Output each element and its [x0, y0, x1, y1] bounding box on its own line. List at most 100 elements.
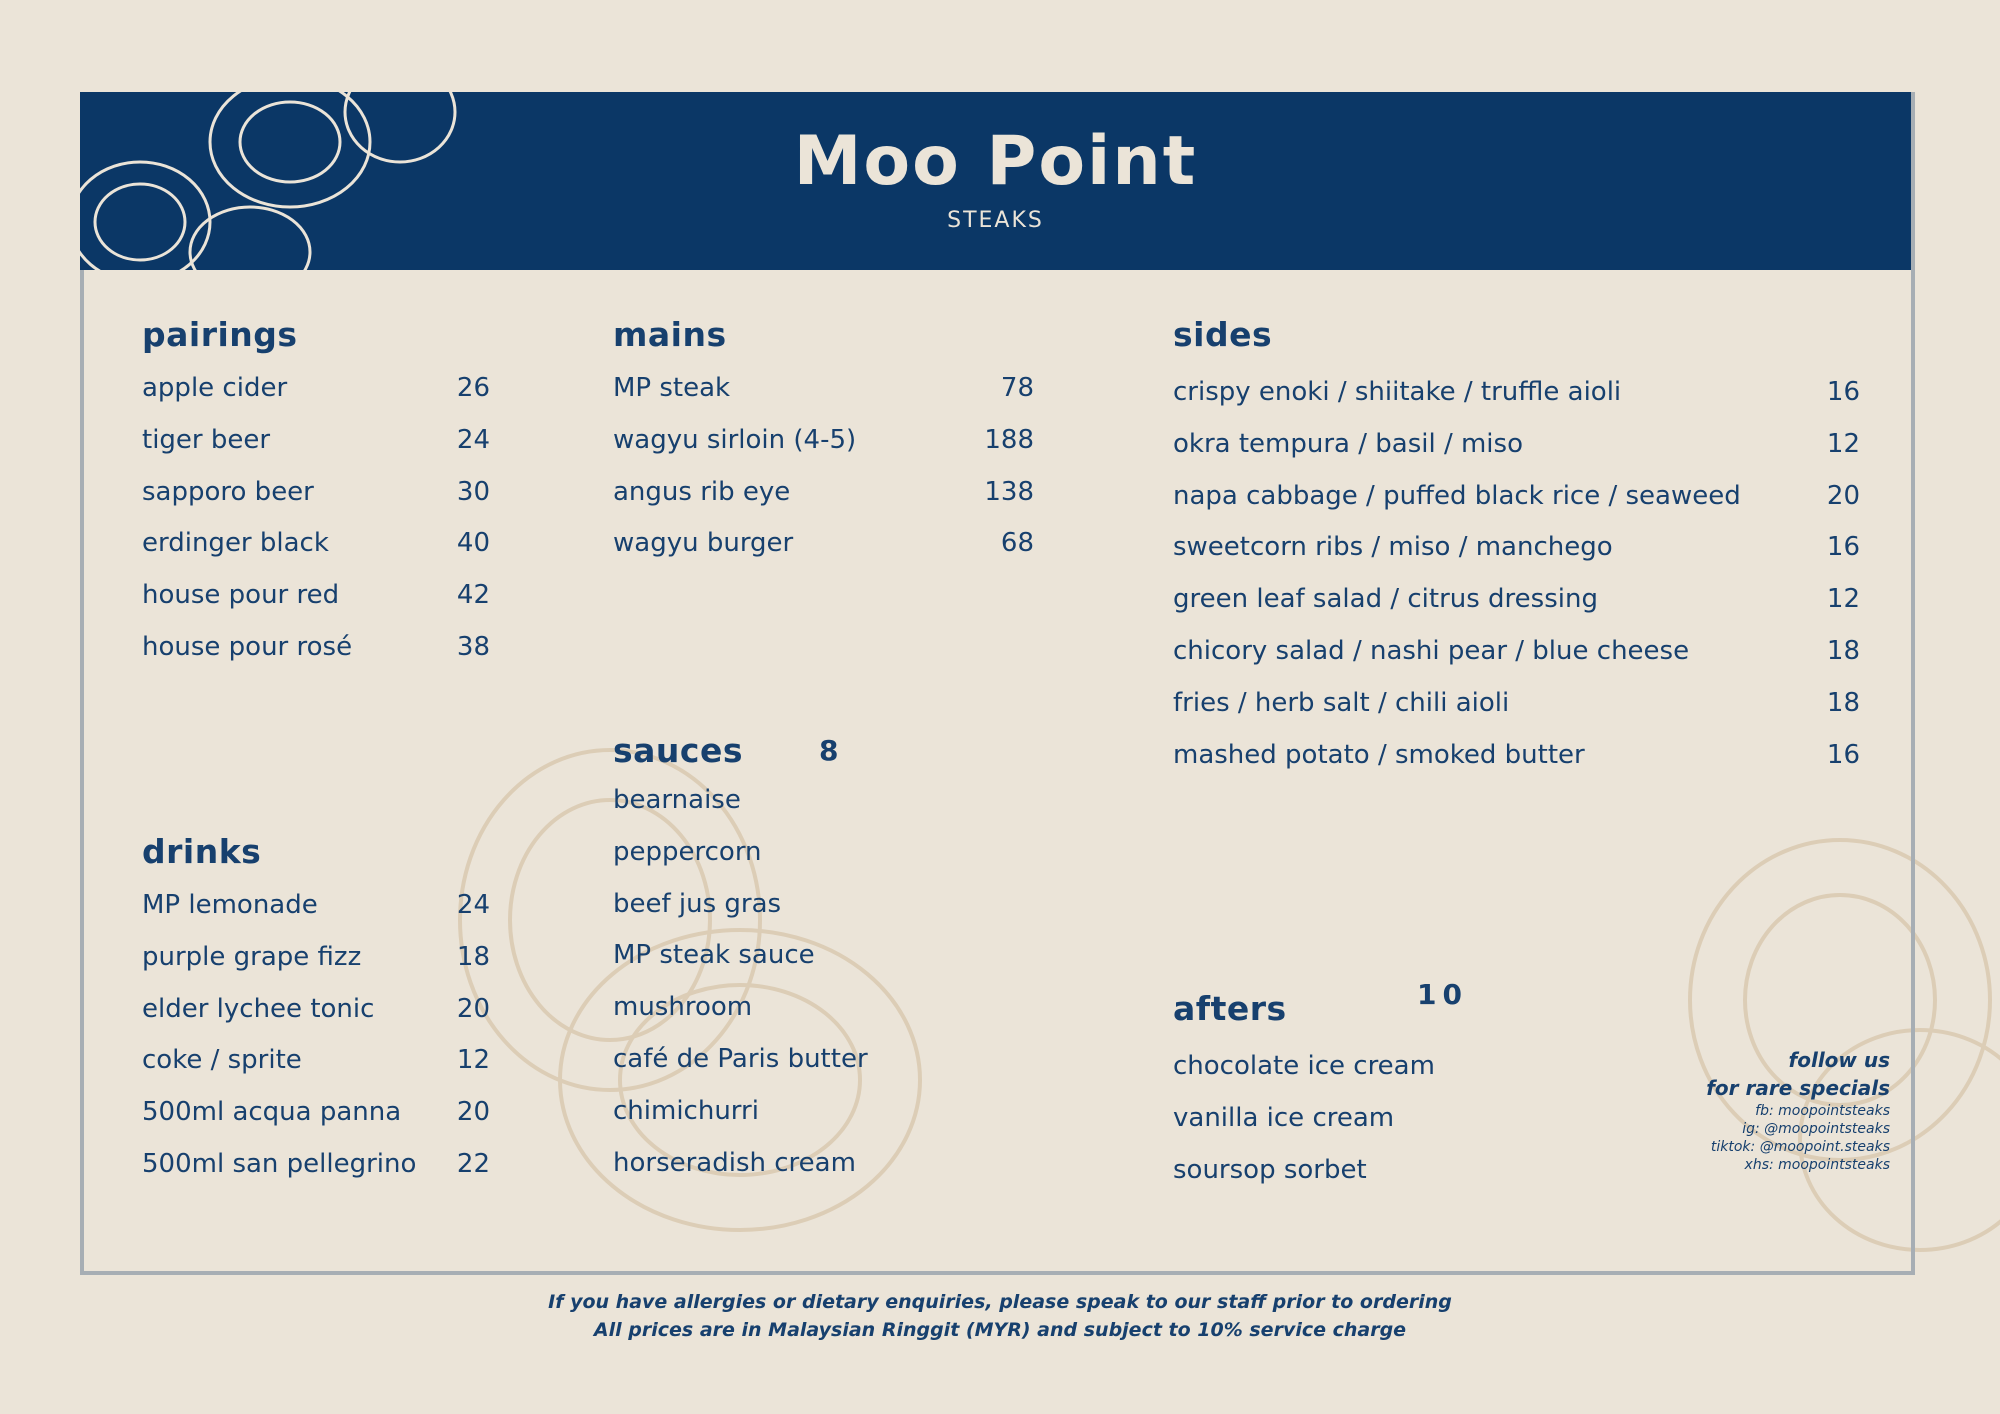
menu-item: elder lychee tonic 20	[142, 984, 490, 1036]
menu-item: MP lemonade 24	[142, 880, 490, 932]
brand-logo: Moo Point	[793, 122, 1198, 201]
item-name: vanilla ice cream	[1173, 1102, 1395, 1133]
menu-item: chimichurri	[613, 1086, 1034, 1138]
item-name: café de Paris butter	[613, 1043, 868, 1074]
allergy-note: If you have allergies or dietary enquiri…	[548, 1291, 1452, 1313]
section-title: pairings	[142, 315, 298, 354]
tomato-illustration-background	[458, 748, 2000, 1252]
social-handle: tiktok: @moopoint.steaks	[1710, 1139, 1890, 1155]
item-name: 500ml san pellegrino	[142, 1148, 417, 1179]
menu-item: peppercorn	[613, 827, 1034, 879]
sauces-section: sauces 8 bearnaise peppercorn beef jus gra…	[613, 726, 1034, 1189]
menu-item: chocolate ice cream	[1173, 1041, 1773, 1093]
price-note: All prices are in Malaysian Ringgit (MYR…	[593, 1319, 1407, 1341]
item-name: 500ml acqua panna	[142, 1097, 402, 1128]
item-name: house pour red	[142, 580, 340, 611]
item-name: elder lychee tonic	[142, 993, 375, 1024]
item-price: 18	[456, 941, 490, 972]
menu-item: horseradish cream	[613, 1138, 1034, 1190]
item-price: 42	[456, 580, 490, 611]
menu-item: apple cider 26	[142, 363, 490, 415]
menu-item: 500ml san pellegrino 22	[142, 1139, 490, 1191]
item-name: tiger beer	[142, 424, 271, 455]
item-price: 12	[456, 1045, 490, 1076]
item-name: fries / herb salt / chili aioli	[1173, 687, 1510, 718]
sides-section: sides crispy enoki / shiitake / truffle …	[1173, 310, 1860, 781]
menu-item: tiger beer 24	[142, 415, 490, 467]
item-name: chicory salad / nashi pear / blue cheese	[1173, 635, 1690, 666]
item-price: 24	[456, 424, 490, 455]
item-name: bearnaise	[613, 785, 741, 815]
item-name: chocolate ice cream	[1173, 1051, 1435, 1081]
menu-item: chicory salad / nashi pear / blue cheese…	[1173, 626, 1860, 678]
menu-item: wagyu burger 68	[613, 518, 1034, 570]
menu-item: angus rib eye 138	[613, 467, 1034, 519]
header-banner: Moo Point STEAKS	[80, 92, 1911, 270]
section-title: sauces	[613, 731, 743, 770]
item-price: 18	[1826, 687, 1860, 718]
item-price: 188	[984, 424, 1034, 455]
social-handle: xhs: moopointsteaks	[1744, 1157, 1890, 1173]
item-name: okra tempura / basil / miso	[1173, 428, 1523, 459]
brand-subtitle: STEAKS	[947, 208, 1044, 233]
item-price: 16	[1826, 532, 1860, 563]
menu-item: crispy enoki / shiitake / truffle aioli 1…	[1173, 367, 1860, 419]
section-title: drinks	[142, 832, 262, 871]
menu-item: MP steak 78	[613, 363, 1034, 415]
social-handle: fb: moopointsteaks	[1755, 1103, 1890, 1119]
menu-item: fries / herb salt / chili aioli 18	[1173, 678, 1860, 730]
menu-item: house pour red 42	[142, 570, 490, 622]
menu-item: mashed potato / smoked butter 16	[1173, 730, 1860, 782]
item-name: MP steak	[613, 373, 731, 403]
menu-item: purple grape fizz 18	[142, 932, 490, 984]
item-name: napa cabbage / puffed black rice / seawe…	[1173, 480, 1741, 511]
item-price: 12	[1826, 428, 1860, 459]
section-title: sides	[1173, 315, 1273, 354]
drinks-section: drinks MP lemonade 24 purple grape fizz 18 e…	[142, 827, 490, 1191]
item-price: 16	[1826, 377, 1860, 407]
menu-item: vanilla ice cream	[1173, 1093, 1773, 1145]
item-name: wagyu burger	[613, 528, 794, 559]
menu-item: café de Paris butter	[613, 1034, 1034, 1086]
item-price: 38	[456, 631, 490, 662]
menu-item: mushroom	[613, 982, 1034, 1034]
item-name: green leaf salad / citrus dressing	[1173, 584, 1598, 615]
menu-item: bearnaise	[613, 775, 1034, 827]
item-name: MP lemonade	[142, 890, 318, 920]
item-price: 20	[456, 993, 490, 1024]
section-title: afters	[1173, 989, 1287, 1028]
social-follow: follow us for rare specials fb: moopoint…	[1706, 1046, 1890, 1174]
menu-item: sweetcorn ribs / miso / manchego 16	[1173, 522, 1860, 574]
item-name: MP steak sauce	[613, 940, 815, 971]
item-name: house pour rosé	[142, 631, 353, 662]
social-handle: ig: @moopointsteaks	[1742, 1121, 1890, 1137]
item-name: angus rib eye	[613, 476, 791, 507]
menu-item: MP steak sauce	[613, 930, 1034, 982]
item-name: crispy enoki / shiitake / truffle aioli	[1173, 377, 1622, 407]
item-name: erdinger black	[142, 528, 329, 559]
item-price: 16	[1826, 739, 1860, 770]
menu-item: napa cabbage / puffed black rice / seawe…	[1173, 471, 1860, 523]
footer-notes: If you have allergies or dietary enquiri…	[0, 1288, 2000, 1344]
follow-line-2: for rare specials	[1706, 1076, 1890, 1100]
item-name: mushroom	[613, 992, 753, 1023]
item-name: sweetcorn ribs / miso / manchego	[1173, 532, 1613, 563]
item-name: wagyu sirloin (4-5)	[613, 424, 857, 455]
item-name: sapporo beer	[142, 476, 314, 507]
item-price: 26	[456, 373, 490, 403]
menu-frame	[80, 92, 1915, 1275]
menu-item: erdinger black 40	[142, 518, 490, 570]
tomato-illustration-header	[80, 92, 457, 270]
menu-item: sapporo beer 30	[142, 467, 490, 519]
menu-item: green leaf salad / citrus dressing 12	[1173, 574, 1860, 626]
item-name: apple cider	[142, 373, 288, 403]
item-name: mashed potato / smoked butter	[1173, 739, 1585, 770]
menu-item: okra tempura / basil / miso 12	[1173, 419, 1860, 471]
item-price: 40	[456, 528, 490, 559]
item-name: coke / sprite	[142, 1045, 302, 1076]
menu-item: coke / sprite 12	[142, 1035, 490, 1087]
item-price: 12	[1826, 584, 1860, 615]
sauces-price: 8	[819, 734, 845, 767]
item-price: 78	[1000, 373, 1034, 403]
item-price: 138	[984, 476, 1034, 507]
